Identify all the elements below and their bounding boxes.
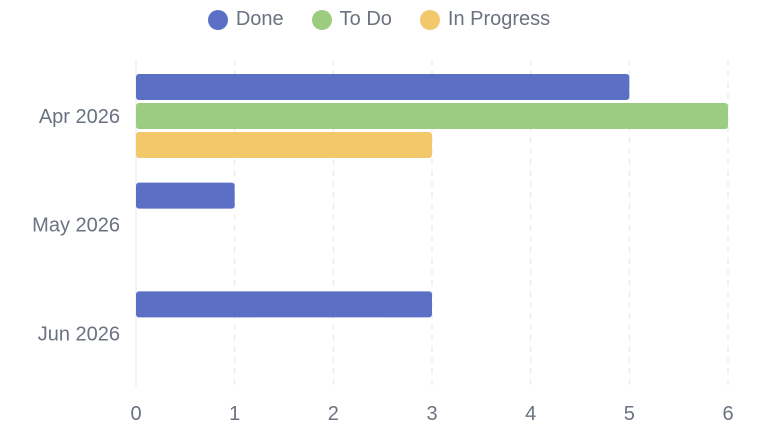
legend-item-todo[interactable]: To Do xyxy=(311,8,392,31)
y-tick-label: Jun 2026 xyxy=(38,323,120,345)
bar-to-do[interactable] xyxy=(136,103,728,129)
x-tick-label: 5 xyxy=(624,403,635,425)
y-tick-label: May 2026 xyxy=(32,215,120,237)
legend-label-done: Done xyxy=(235,8,284,30)
x-tick-label: 3 xyxy=(426,403,437,425)
legend-item-done[interactable]: Done xyxy=(207,8,284,31)
x-tick-label: 1 xyxy=(229,403,240,425)
x-tick-label: 0 xyxy=(130,403,141,425)
x-tick-label: 4 xyxy=(525,403,536,425)
legend-dot-done xyxy=(207,9,228,30)
x-tick-label: 2 xyxy=(328,403,339,425)
bar-done[interactable] xyxy=(136,182,235,209)
legend: Done To Do In Progress xyxy=(0,8,758,31)
legend-label-todo: To Do xyxy=(339,8,392,30)
bar-done[interactable] xyxy=(136,74,630,100)
bar-in-progress[interactable] xyxy=(136,132,432,158)
legend-dot-in-progress xyxy=(419,9,440,30)
y-tick-label: Apr 2026 xyxy=(39,106,120,128)
legend-label-in-progress: In Progress xyxy=(447,8,551,30)
bar-done[interactable] xyxy=(136,291,432,318)
x-tick-label: 6 xyxy=(722,403,733,425)
legend-dot-todo xyxy=(311,9,332,30)
legend-item-in-progress[interactable]: In Progress xyxy=(419,8,551,31)
